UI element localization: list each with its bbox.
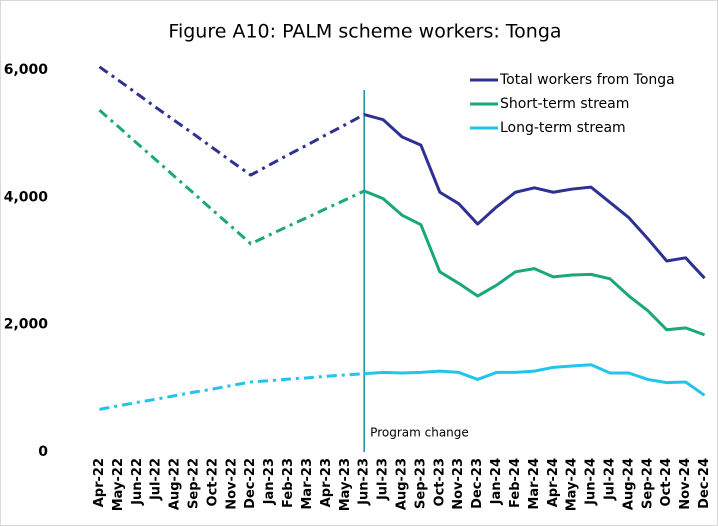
x-tick-label: Apr-23	[319, 458, 334, 507]
x-tick-label: Jul-23	[376, 458, 391, 501]
chart-title: Figure A10: PALM scheme workers: Tonga	[168, 21, 561, 43]
annotation-text: Program change	[370, 426, 469, 440]
x-tick-label: Oct-23	[432, 458, 447, 506]
series-line-estimated	[99, 372, 365, 411]
x-tick-label: Jun-24	[584, 458, 599, 506]
x-tick-label: Feb-23	[281, 458, 296, 508]
x-tick-label: Mar-24	[527, 458, 542, 510]
x-tick-label: May-22	[111, 458, 126, 511]
x-tick-label: Jan-24	[489, 458, 504, 505]
legend-label: Long-term stream	[500, 120, 626, 136]
x-tick-label: Sep-23	[413, 458, 428, 509]
x-tick-label: Oct-24	[659, 458, 674, 506]
x-tick-label: Apr-22	[92, 458, 107, 507]
x-tick-label: Nov-23	[451, 458, 466, 510]
x-tick-label: Sep-24	[640, 458, 655, 509]
x-tick-label: Aug-24	[621, 458, 636, 510]
x-tick-label: May-23	[338, 458, 353, 511]
y-tick-label: 0	[38, 444, 48, 460]
x-tick-label: Nov-22	[224, 458, 239, 510]
x-tick-label: Aug-23	[395, 458, 410, 510]
x-tick-label: Apr-24	[546, 458, 561, 507]
series-line	[363, 189, 706, 337]
x-tick-label: Mar-23	[300, 458, 315, 510]
y-tick-label: 6,000	[4, 62, 49, 78]
y-tick-label: 2,000	[4, 317, 49, 333]
x-tick-label: Jun-23	[357, 458, 372, 506]
x-tick-label: Jan-23	[262, 458, 277, 505]
x-tick-label: Dec-24	[697, 458, 712, 509]
series-line	[364, 363, 706, 397]
x-tick-label: Nov-24	[678, 458, 693, 510]
x-tick-label: Sep-22	[187, 458, 202, 509]
series-line-estimated	[98, 65, 365, 177]
series-line-estimated	[98, 108, 365, 246]
x-tick-label: Jul-22	[149, 458, 164, 501]
y-tick-label: 4,000	[4, 189, 49, 205]
legend-label: Total workers from Tonga	[499, 72, 675, 88]
legend-label: Short-term stream	[500, 96, 629, 112]
x-tick-label: Aug-22	[168, 458, 183, 510]
x-tick-label: Feb-24	[508, 458, 523, 508]
x-tick-label: Dec-23	[470, 458, 485, 509]
series-line	[363, 113, 706, 280]
x-tick-label: Jul-24	[603, 458, 618, 501]
x-tick-label: Oct-22	[205, 458, 220, 506]
x-tick-label: Dec-22	[243, 458, 258, 509]
x-tick-label: Jun-22	[130, 458, 145, 506]
x-tick-label: May-24	[565, 458, 580, 511]
